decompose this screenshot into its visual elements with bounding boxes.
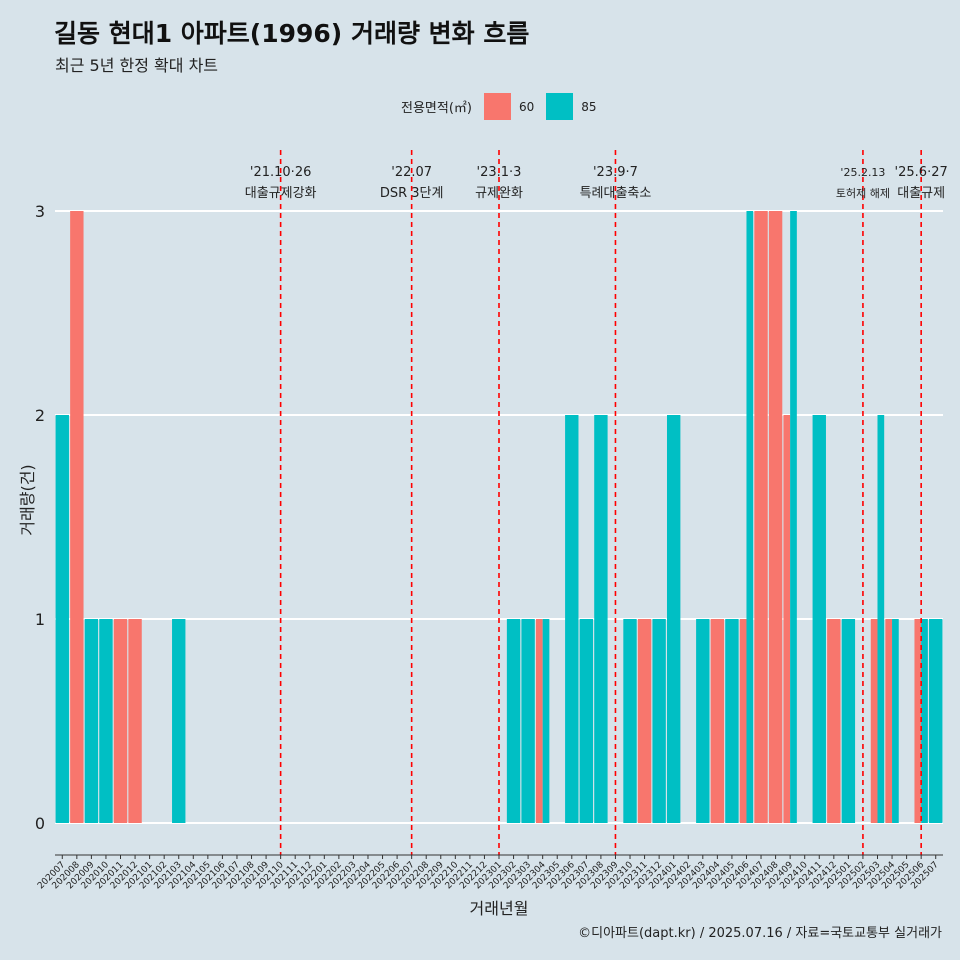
bar-85-202307	[579, 619, 594, 823]
legend-label-60: 60	[518, 99, 535, 114]
event-name-label: 대출규제강화	[245, 186, 317, 201]
bar-85-202007	[55, 415, 69, 823]
bar-85-202010	[99, 619, 113, 823]
y-tick-label: 1	[35, 610, 45, 629]
bar-60-202408	[768, 211, 783, 823]
bar-60-202407	[754, 211, 768, 823]
y-tick-label: 2	[35, 406, 45, 425]
y-tick-label: 3	[35, 202, 45, 221]
bar-85-202304	[542, 619, 550, 823]
bar-85-202506	[921, 619, 928, 823]
bar-60-202008	[70, 211, 84, 823]
bar-85-202312	[652, 619, 666, 823]
bar-85-202504	[892, 619, 899, 823]
bar-85-202401	[666, 415, 681, 823]
bar-85-202303	[521, 619, 535, 823]
x-axis-title: 거래년월	[470, 899, 529, 918]
event-date-label: '25.2.13	[840, 166, 885, 179]
event-name-label: DSR 3단계	[380, 186, 444, 201]
event-date-label: '23.1·3	[477, 165, 522, 180]
event-date-label: '25.6·27	[895, 165, 948, 180]
bar-60-202311	[637, 619, 652, 823]
legend-title: 전용면적(㎡)	[401, 101, 472, 116]
bar-85-202310	[623, 619, 637, 823]
event-name-label: 대출규제	[897, 186, 945, 201]
bar-60-202404	[710, 619, 725, 823]
chart-subtitle: 최근 5년 한정 확대 차트	[55, 56, 219, 75]
legend-label-85: 85	[581, 99, 597, 114]
bar-85-202411	[812, 415, 826, 823]
bar-85-202503	[877, 415, 885, 823]
bar-60-202304	[535, 619, 543, 823]
bar-85-202501	[841, 619, 856, 823]
event-name-label: 토허제 해제	[836, 186, 890, 200]
bar-85-202308	[594, 415, 608, 823]
bar-85-202507	[929, 619, 943, 823]
event-date-label: '23.9·7	[593, 165, 638, 180]
bar-85-202306	[565, 415, 579, 823]
legend: 전용면적(㎡) 60 85	[401, 93, 609, 120]
y-axis-title: 거래량(건)	[18, 464, 37, 535]
y-tick-label: 0	[35, 814, 45, 833]
bar-85-202103	[172, 619, 186, 823]
bar-85-202409	[790, 211, 797, 823]
bar-60-202412	[827, 619, 841, 823]
bar-85-202302	[506, 619, 521, 823]
event-date-label: '21.10·26	[250, 165, 311, 180]
bar-60-202506	[914, 619, 922, 823]
bar-60-202406	[739, 619, 747, 823]
event-date-label: '22.07	[391, 165, 432, 180]
legend-swatch-85	[546, 93, 574, 120]
bar-60-202504	[885, 619, 893, 823]
bar-60-202503	[870, 619, 878, 823]
bar-60-202011	[113, 619, 128, 823]
bar-85-202009	[84, 619, 99, 823]
event-name-label: 규제완화	[475, 186, 523, 201]
bar-60-202409	[783, 415, 791, 823]
chart-title: 길동 현대1 아파트(1996) 거래량 변화 흐름	[54, 19, 530, 48]
bar-85-202406	[746, 211, 754, 823]
bar-85-202405	[725, 619, 739, 823]
legend-swatch-60	[483, 93, 511, 120]
bar-85-202403	[696, 619, 710, 823]
bar-60-202012	[128, 619, 142, 823]
source-caption: ©디아파트(dapt.kr) / 2025.07.16 / 자료=국토교통부 실…	[578, 926, 942, 941]
event-name-label: 특례대출축소	[580, 186, 652, 201]
